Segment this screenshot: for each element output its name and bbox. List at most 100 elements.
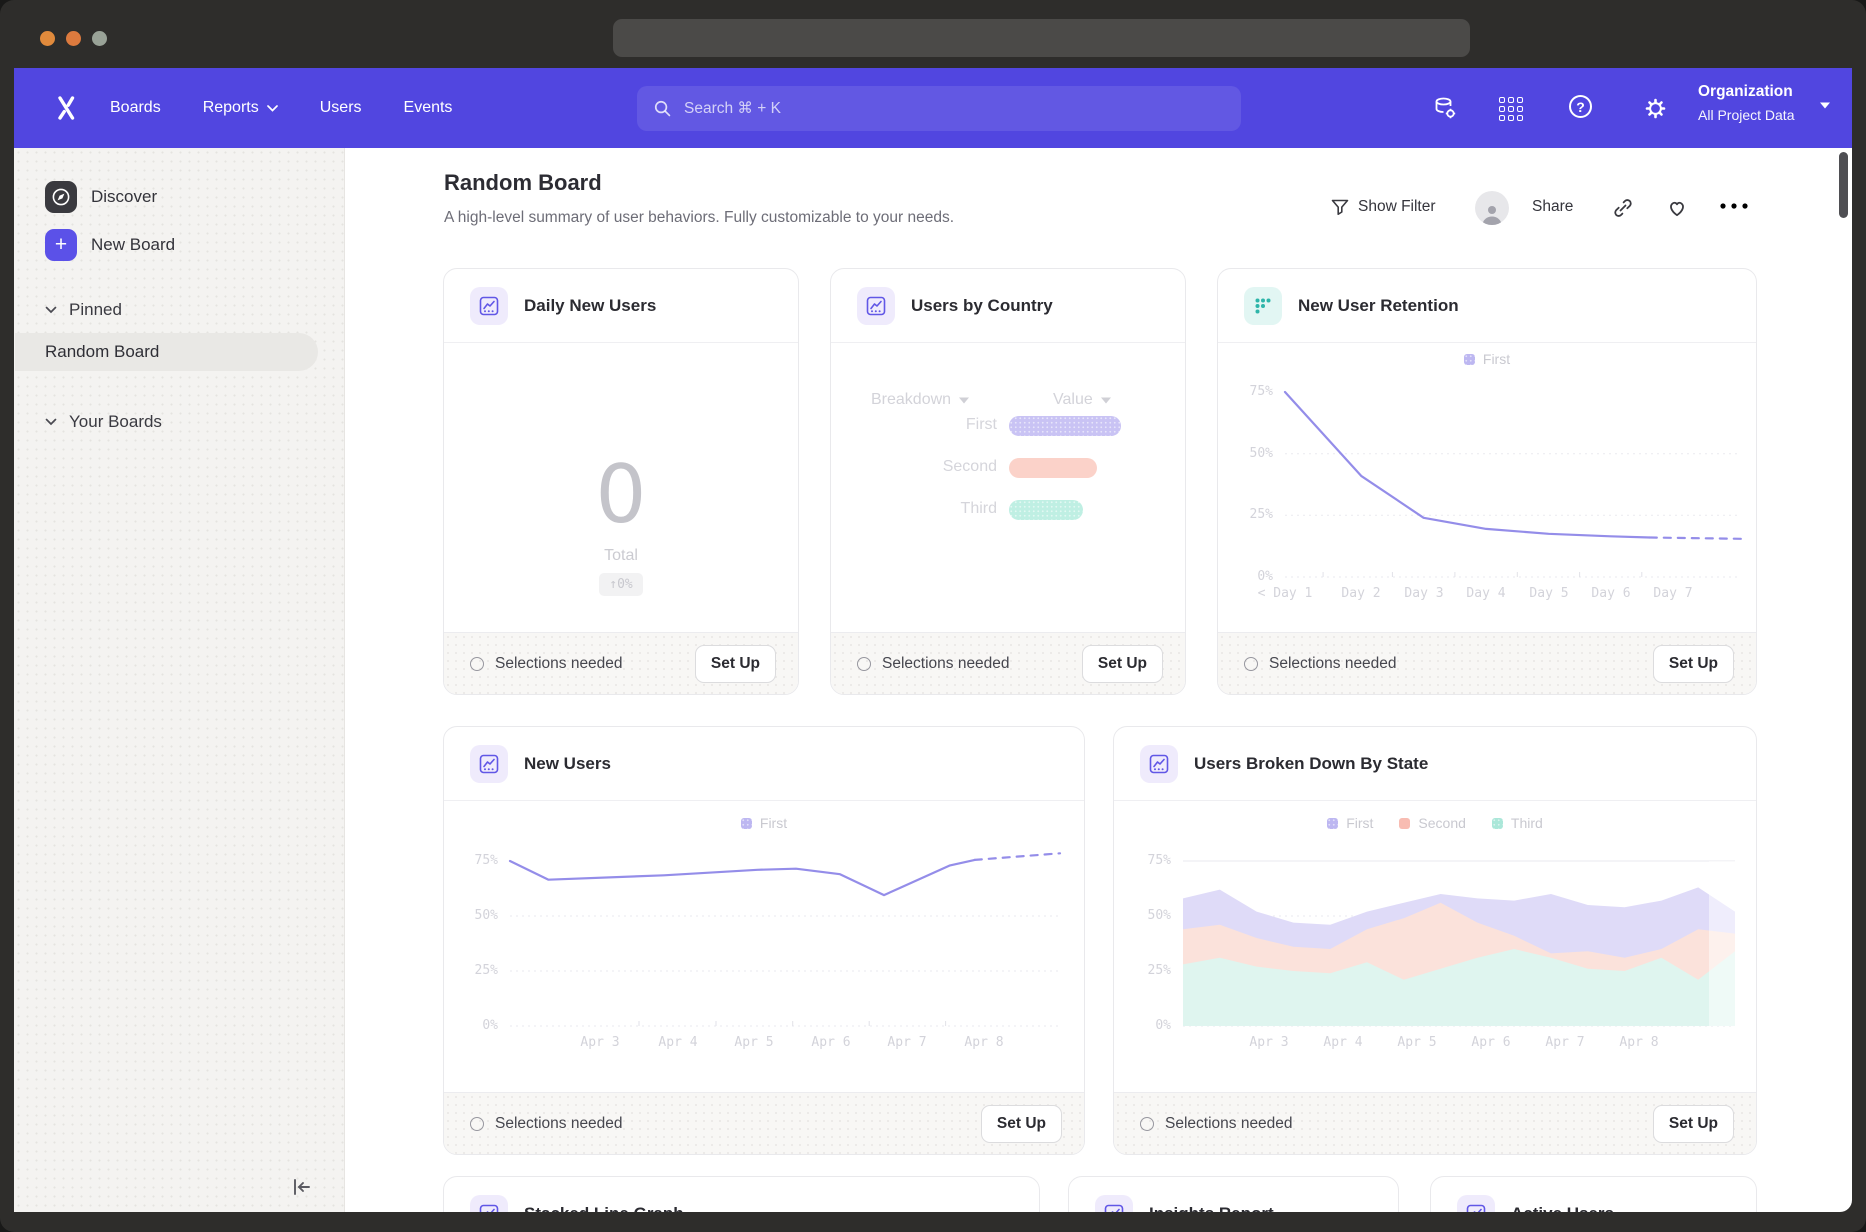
y-axis-label: 0%	[1219, 569, 1273, 584]
bar-label: Second	[831, 458, 997, 476]
data-management-icon[interactable]	[1431, 95, 1458, 122]
x-axis-label: Apr 7	[1545, 1035, 1584, 1050]
x-axis-label: Day 6	[1591, 586, 1630, 601]
card-insights-report: Insights Report	[1068, 1176, 1399, 1212]
line-chart-icon	[1095, 1195, 1133, 1212]
chart-legend: First	[1218, 351, 1756, 367]
share-button[interactable]: Share	[1532, 198, 1573, 216]
window-control-minimize[interactable]	[66, 31, 81, 46]
board-name: Random Board	[45, 342, 159, 362]
x-axis-label: Apr 6	[1471, 1035, 1510, 1050]
address-bar[interactable]	[613, 19, 1470, 57]
bar	[1009, 458, 1097, 478]
sidebar-section-pinned[interactable]: Pinned	[45, 300, 122, 320]
set-up-button[interactable]: Set Up	[981, 1105, 1062, 1143]
help-icon[interactable]: ?	[1569, 95, 1596, 122]
set-up-button[interactable]: Set Up	[1082, 645, 1163, 683]
mixpanel-logo-icon[interactable]	[54, 94, 82, 122]
search-input[interactable]: Search ⌘ + K	[637, 86, 1241, 131]
card-title: Users by Country	[911, 296, 1053, 316]
card-title: Insights Report	[1149, 1204, 1274, 1212]
x-axis-label: Day 2	[1341, 586, 1380, 601]
status-circle-icon	[1140, 1117, 1154, 1131]
retention-dots-icon	[1244, 287, 1282, 325]
card-stacked-line-graph: Stacked Line Graph	[443, 1176, 1040, 1212]
nav-item-events[interactable]: Events	[404, 99, 453, 117]
bar-label: First	[831, 416, 997, 434]
sidebar-item-label: New Board	[91, 235, 175, 255]
set-up-button[interactable]: Set Up	[695, 645, 776, 683]
org-project: All Project Data	[1698, 107, 1794, 123]
x-axis-label: Day 3	[1404, 586, 1443, 601]
window-control-close[interactable]	[40, 31, 55, 46]
legend-swatch	[1327, 818, 1338, 829]
more-options-icon[interactable]	[1719, 202, 1749, 210]
chevron-down-icon	[45, 418, 57, 426]
show-filter-label: Show Filter	[1358, 198, 1436, 216]
bar	[1009, 416, 1121, 436]
scrollbar-thumb[interactable]	[1839, 152, 1848, 218]
card-title: Active Users	[1511, 1204, 1614, 1212]
legend-swatch	[741, 818, 752, 829]
x-axis-label: Apr 4	[658, 1035, 697, 1050]
breakdown-dropdown[interactable]: Breakdown	[871, 391, 969, 409]
nav-item-boards[interactable]: Boards	[110, 99, 161, 117]
status-text: Selections needed	[470, 655, 623, 673]
main-content: Random Board A high-level summary of use…	[345, 148, 1852, 1212]
card-title: Stacked Line Graph	[524, 1204, 684, 1212]
x-axis-label: Apr 8	[964, 1035, 1003, 1050]
x-axis-label: Apr 3	[1249, 1035, 1288, 1050]
copy-link-icon[interactable]	[1611, 196, 1635, 220]
x-axis-label: Apr 4	[1323, 1035, 1362, 1050]
section-label: Your Boards	[69, 412, 162, 432]
sidebar-section-your-boards[interactable]: Your Boards	[45, 412, 162, 432]
x-axis-label: < Day 1	[1258, 586, 1313, 601]
y-axis-label: 0%	[1117, 1018, 1171, 1033]
stacked_area-plot	[1183, 861, 1735, 1026]
line-chart-icon	[1457, 1195, 1495, 1212]
sidebar-item-new-board[interactable]: + New Board	[45, 229, 175, 261]
settings-gear-icon[interactable]	[1642, 95, 1669, 122]
chevron-down-icon	[959, 397, 969, 404]
country-bars: FirstSecondThird	[831, 415, 1185, 545]
legend-swatch	[1399, 818, 1410, 829]
filter-icon	[1331, 199, 1349, 216]
retention-chart: 75%50%25%0%< Day 1Day 2Day 3Day 4Day 5Da…	[1219, 392, 1741, 607]
sidebar-item-random-board[interactable]: Random Board	[15, 333, 318, 371]
x-axis-label: Apr 7	[887, 1035, 926, 1050]
card-users-by-state: Users Broken Down By State FirstSecondTh…	[1113, 726, 1757, 1155]
legend-item: Third	[1492, 815, 1543, 831]
window-control-zoom[interactable]	[92, 31, 107, 46]
y-axis-label: 0%	[444, 1018, 498, 1033]
sidebar-item-discover[interactable]: Discover	[45, 181, 157, 213]
app-window: Boards Reports Users Events Search ⌘ + K…	[0, 0, 1866, 1232]
x-axis-label: Apr 5	[734, 1035, 773, 1050]
value-dropdown[interactable]: Value	[1053, 391, 1111, 409]
status-circle-icon	[470, 1117, 484, 1131]
favorite-heart-icon[interactable]	[1665, 196, 1689, 220]
set-up-button[interactable]: Set Up	[1653, 645, 1734, 683]
stacked-area-chart: 75%50%25%0%Apr 3Apr 4Apr 5Apr 6Apr 7Apr …	[1117, 861, 1735, 1056]
nav-item-reports[interactable]: Reports	[203, 99, 278, 117]
apps-grid-icon[interactable]	[1499, 97, 1526, 124]
org-switcher[interactable]: Organization All Project Data	[1698, 83, 1794, 123]
card-footer: Selections needed Set Up	[444, 1092, 1084, 1154]
card-title: Users Broken Down By State	[1194, 754, 1428, 774]
show-filter-button[interactable]: Show Filter	[1331, 198, 1436, 216]
sidebar: Discover + New Board Pinned Random Board…	[14, 148, 345, 1212]
nav-item-users[interactable]: Users	[320, 99, 362, 117]
legend-item: Second	[1399, 815, 1465, 831]
chevron-down-icon	[267, 105, 278, 112]
card-title: Daily New Users	[524, 296, 656, 316]
card-daily-new-users: Daily New Users 0 Total ↑0% Selections n…	[443, 268, 799, 695]
card-users-by-country: Users by Country Breakdown Value First Se…	[830, 268, 1186, 695]
avatar[interactable]	[1475, 191, 1509, 225]
y-axis-label: 25%	[1117, 963, 1171, 978]
card-title: New User Retention	[1298, 296, 1459, 316]
compass-icon	[45, 181, 77, 213]
sidebar-item-label: Discover	[91, 187, 157, 207]
sidebar-collapse-button[interactable]	[289, 1174, 315, 1200]
y-axis-label: 50%	[444, 908, 498, 923]
chevron-down-icon	[45, 306, 57, 314]
set-up-button[interactable]: Set Up	[1653, 1105, 1734, 1143]
